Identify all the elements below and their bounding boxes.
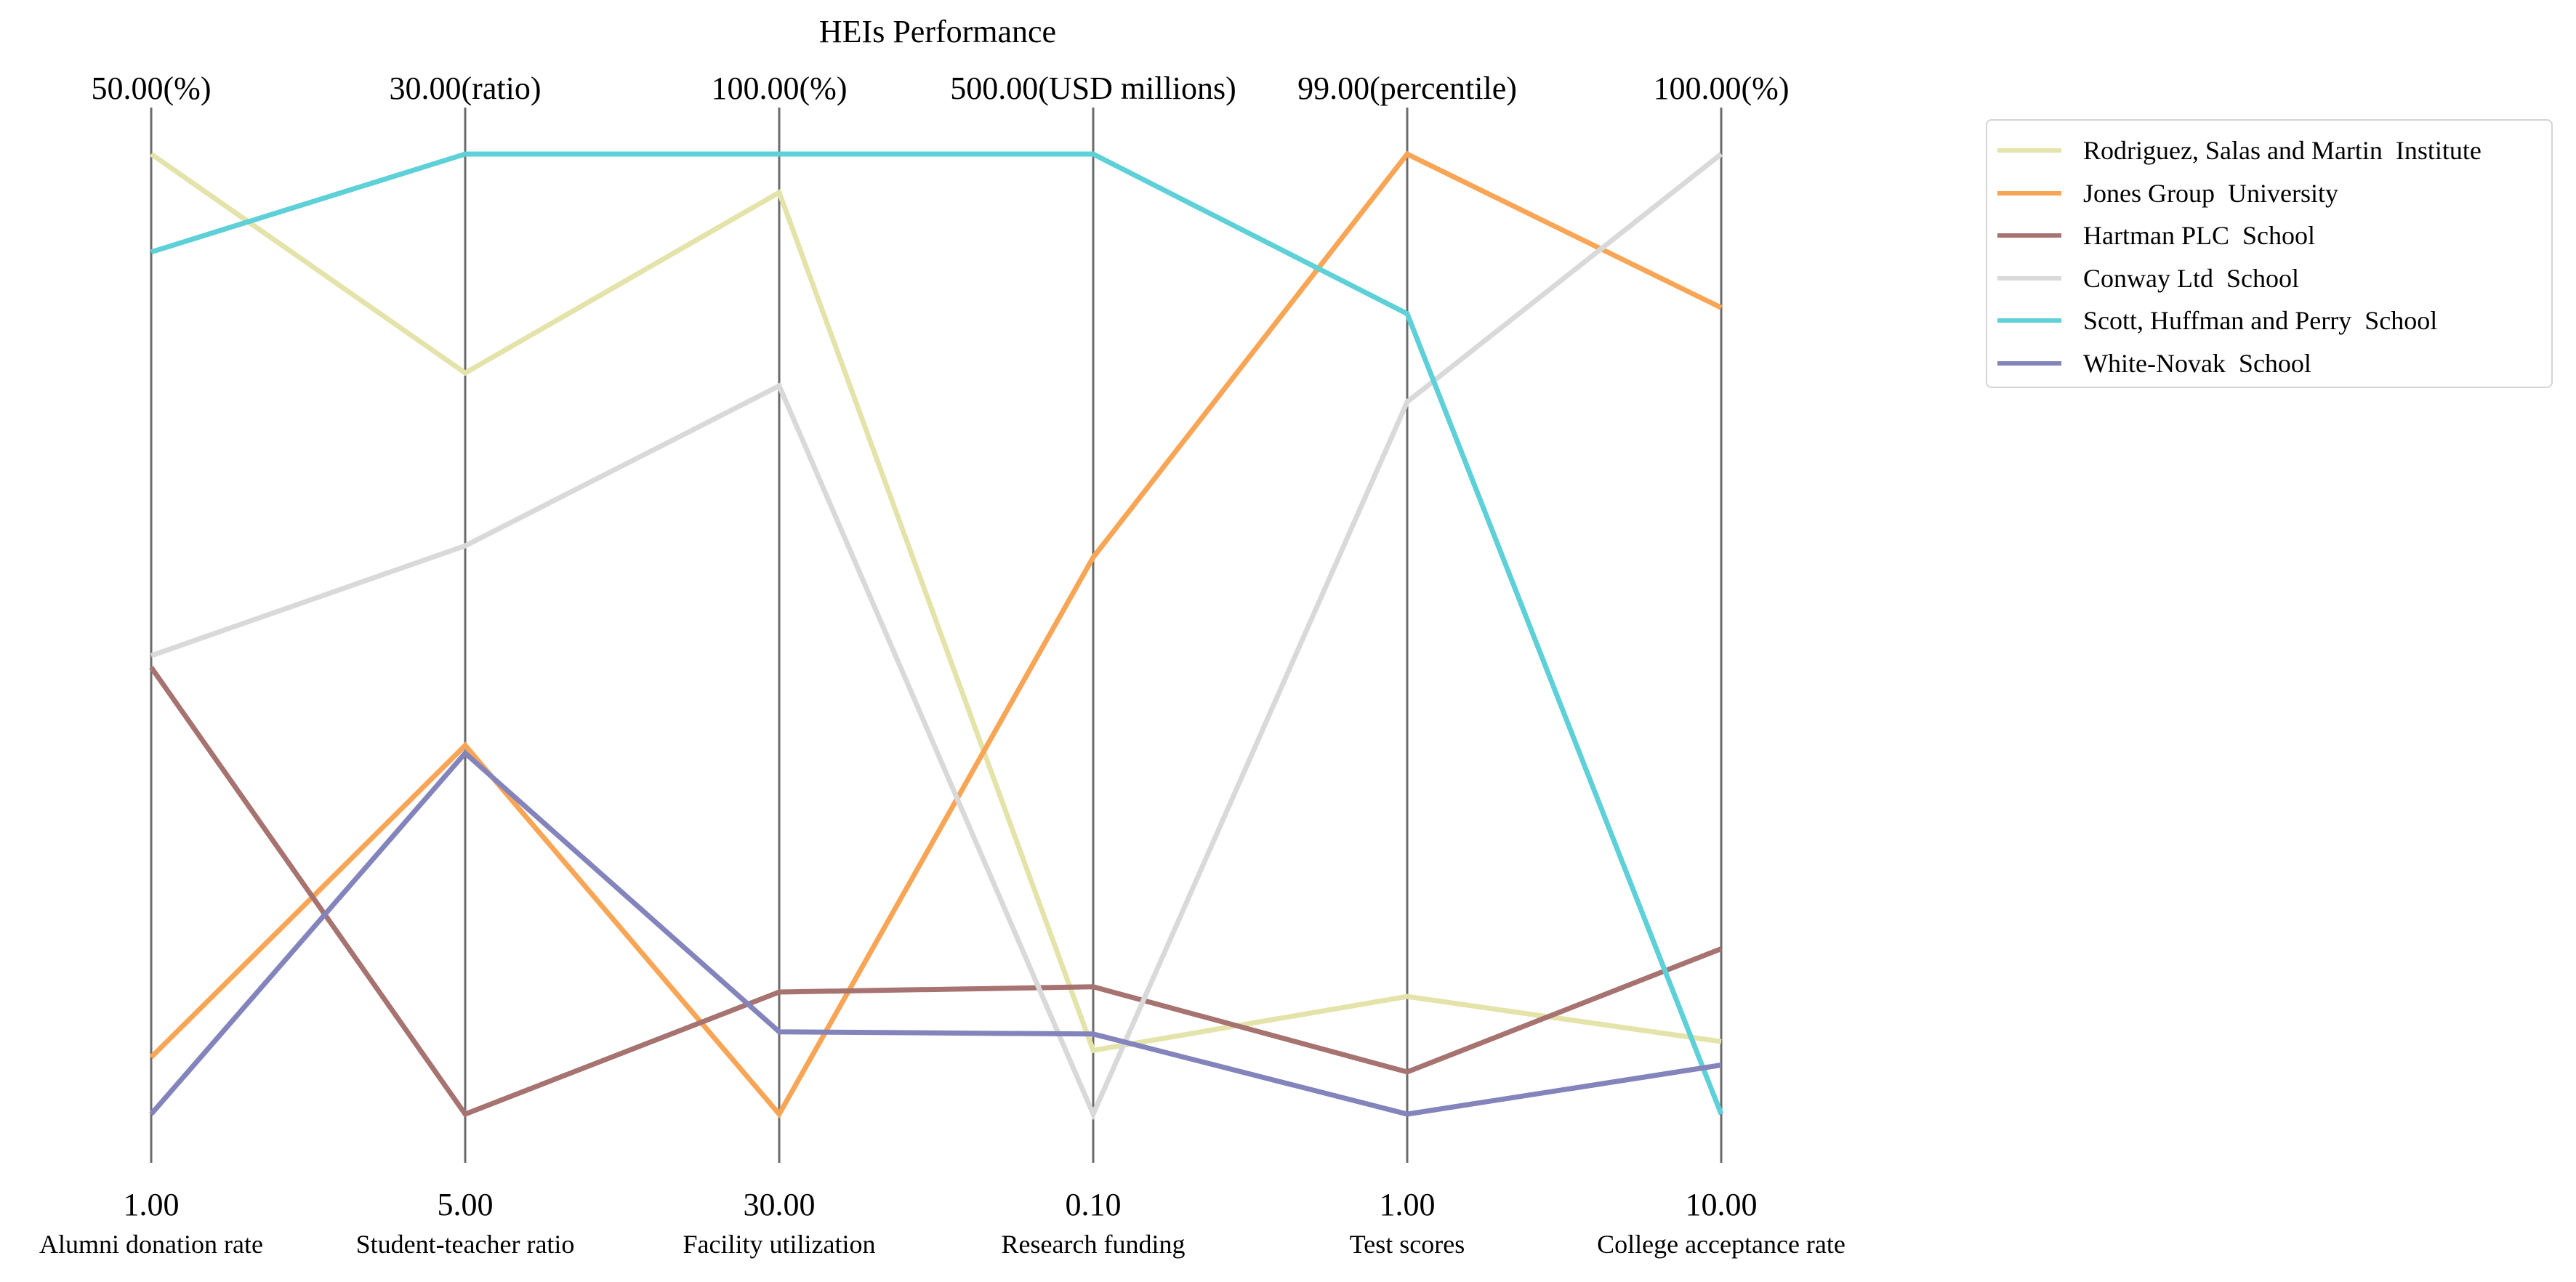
legend-item: Conway Ltd School — [1987, 257, 2551, 300]
axis-max-label: 100.00(%) — [712, 70, 848, 106]
axis-max-label: 99.00(percentile) — [1297, 70, 1517, 106]
legend-swatch — [1997, 275, 2061, 281]
legend-label: Hartman PLC School — [2083, 221, 2315, 251]
series-line — [149, 152, 1722, 1054]
series-line — [149, 150, 1723, 1119]
legend-item: Jones Group University — [1987, 172, 2551, 215]
axis-min-label: 5.00 — [438, 1187, 494, 1222]
chart-title: HEIs Performance — [818, 14, 1057, 49]
axis-min-label: 30.00 — [744, 1187, 816, 1222]
series-line — [149, 749, 1722, 1117]
axis-max-label: 500.00(USD millions) — [950, 70, 1236, 106]
axis-min-label: 10.00 — [1686, 1187, 1758, 1222]
series-line — [150, 152, 1723, 1121]
legend-label: Conway Ltd School — [2083, 263, 2299, 293]
legend-label: Scott, Huffman and Perry School — [2083, 306, 2438, 336]
legend-swatch — [1997, 190, 2061, 195]
legend-item: White-Novak School — [1987, 342, 2551, 385]
axis-max-label: 30.00(ratio) — [390, 70, 542, 106]
axis-max-label: 50.00(%) — [92, 70, 212, 106]
axis-name-label: Test scores — [1350, 1230, 1465, 1259]
axis-max-label: 100.00(%) — [1654, 70, 1790, 106]
axis-name-label: Alumni donation rate — [39, 1230, 263, 1259]
legend-label: White-Novak School — [2083, 348, 2311, 378]
axis-name-label: College acceptance rate — [1597, 1230, 1846, 1259]
axis-name-label: Facility utilization — [683, 1230, 876, 1259]
series-line — [149, 666, 1723, 1118]
axis-name-label: Research funding — [1002, 1230, 1186, 1259]
series-line — [150, 151, 1724, 1116]
legend-swatch — [1997, 360, 2061, 366]
legend-swatch — [1997, 148, 2061, 153]
legend-item: Hartman PLC School — [1987, 214, 2551, 257]
legend: Rodriguez, Salas and Martin Institute Jon… — [1986, 119, 2553, 388]
legend-swatch — [1997, 318, 2061, 323]
legend-label: Jones Group University — [2083, 178, 2338, 208]
axis-min-label: 1.00 — [1380, 1187, 1436, 1222]
axis-min-label: 0.10 — [1066, 1187, 1122, 1222]
legend-label: Rodriguez, Salas and Martin Institute — [2083, 136, 2482, 166]
axis-min-label: 1.00 — [124, 1187, 180, 1222]
legend-item: Rodriguez, Salas and Martin Institute — [1987, 129, 2551, 172]
axis-name-label: Student-teacher ratio — [356, 1230, 575, 1259]
legend-item: Scott, Huffman and Perry School — [1987, 299, 2551, 342]
legend-swatch — [1997, 233, 2061, 238]
